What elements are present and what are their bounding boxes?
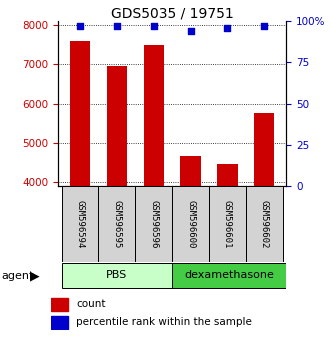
Text: dexamethasone: dexamethasone [184, 270, 274, 280]
Text: PBS: PBS [106, 270, 127, 280]
Text: percentile rank within the sample: percentile rank within the sample [76, 317, 252, 327]
Text: GSM596601: GSM596601 [223, 200, 232, 248]
Bar [70, 41, 90, 186]
Text: count: count [76, 299, 106, 309]
Text: GSM596600: GSM596600 [186, 200, 195, 248]
Bar [172, 186, 209, 262]
Bar [246, 186, 283, 262]
Point [188, 28, 193, 34]
Point [225, 25, 230, 31]
Bar [217, 164, 238, 186]
Bar [62, 186, 98, 262]
Bar [172, 263, 286, 288]
Bar [180, 156, 201, 186]
Point [151, 23, 156, 29]
Point [77, 23, 83, 29]
Bar [107, 66, 127, 186]
Bar [62, 263, 172, 288]
Bar [144, 45, 164, 186]
Text: GSM596596: GSM596596 [149, 200, 158, 248]
Bar [51, 298, 68, 311]
Point [114, 23, 119, 29]
Bar [51, 316, 68, 329]
Bar [209, 186, 246, 262]
Text: GSM596602: GSM596602 [260, 200, 269, 248]
Bar [135, 186, 172, 262]
Text: GSM596595: GSM596595 [112, 200, 121, 248]
Text: GSM596594: GSM596594 [75, 200, 84, 248]
Title: GDS5035 / 19751: GDS5035 / 19751 [111, 6, 233, 20]
Bar [254, 113, 274, 186]
Bar [98, 186, 135, 262]
Point [261, 23, 267, 29]
Text: ▶: ▶ [30, 269, 40, 282]
Text: agent: agent [2, 271, 34, 281]
